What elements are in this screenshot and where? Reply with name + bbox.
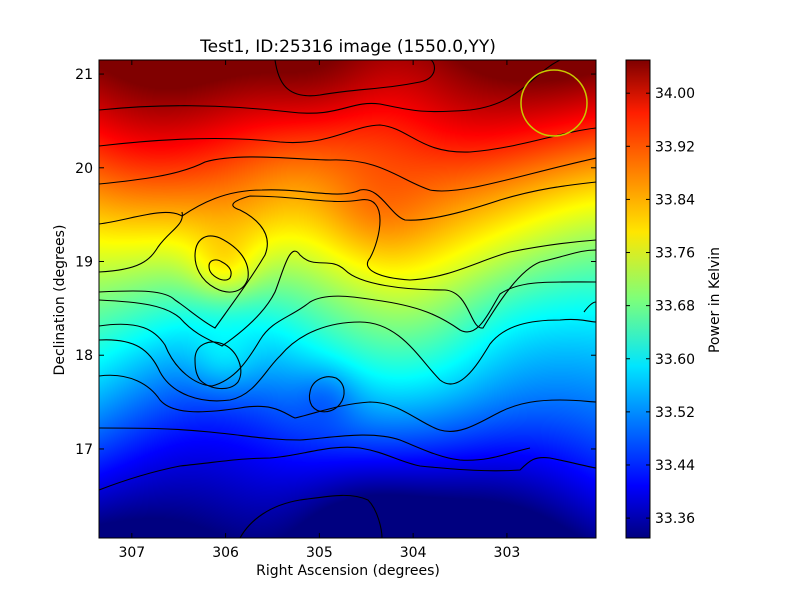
x-tick-label: 306 xyxy=(212,545,239,561)
y-tick-label: 18 xyxy=(75,348,93,364)
contour-line xyxy=(99,195,596,329)
colorbar-tick-label: 33.76 xyxy=(655,246,695,262)
contour-line xyxy=(308,376,345,413)
chart-title: Test1, ID:25316 image (1550.0,YY) xyxy=(199,37,496,57)
x-tick-label: 304 xyxy=(400,545,427,561)
contour-line xyxy=(99,156,596,192)
x-tick-label: 307 xyxy=(118,545,145,561)
colorbar: 33.36 33.44 33.52 33.60 33.68 33.76 33.84 33.92… xyxy=(625,59,723,539)
y-tick-label: 20 xyxy=(75,161,93,177)
colorbar-tick-label: 33.84 xyxy=(655,192,695,208)
contour-line xyxy=(99,211,183,273)
y-tick-label: 21 xyxy=(75,67,93,83)
colorbar-tick-label: 33.36 xyxy=(655,511,695,527)
y-axis: 17 18 19 20 21 xyxy=(75,67,596,458)
colorbar-label: Power in Kelvin xyxy=(707,247,723,353)
colorbar-tick-label: 33.60 xyxy=(655,352,695,368)
y-axis-label: Declination (degrees) xyxy=(52,225,68,376)
contour-line xyxy=(208,259,232,281)
x-tick-label: 305 xyxy=(306,545,333,561)
colorbar-tick-label: 34.00 xyxy=(655,86,695,102)
contour-line xyxy=(99,374,596,432)
contour-line xyxy=(583,301,596,313)
contour-line xyxy=(99,318,596,402)
beam-circle-marker xyxy=(520,69,588,137)
y-tick-label: 17 xyxy=(75,442,93,458)
contour-line xyxy=(274,60,435,97)
x-tick-label: 303 xyxy=(494,545,521,561)
contour-line xyxy=(99,124,596,153)
plot-frame xyxy=(98,59,597,539)
colorbar-tick-label: 33.68 xyxy=(655,299,695,315)
contour-line xyxy=(99,281,596,387)
contour-line xyxy=(239,494,383,538)
contour-line xyxy=(99,446,596,491)
colorbar-tick-label: 33.44 xyxy=(655,458,695,474)
contour-line xyxy=(194,341,242,390)
x-axis: 307 306 305 304 303 xyxy=(118,60,520,561)
x-axis-label: Right Ascension (degrees) xyxy=(256,563,440,579)
colorbar-ticks: 33.36 33.44 33.52 33.60 33.68 33.76 33.84 33.92… xyxy=(626,86,695,527)
contour-line xyxy=(99,60,561,114)
contour-line xyxy=(194,235,249,293)
colorbar-gradient xyxy=(625,59,651,539)
y-tick-label: 19 xyxy=(75,255,93,271)
colorbar-tick-label: 33.92 xyxy=(655,139,695,155)
contour-line xyxy=(99,427,531,461)
contour-line xyxy=(99,249,596,347)
colorbar-tick-label: 33.52 xyxy=(655,405,695,421)
contour-lines xyxy=(99,60,596,538)
